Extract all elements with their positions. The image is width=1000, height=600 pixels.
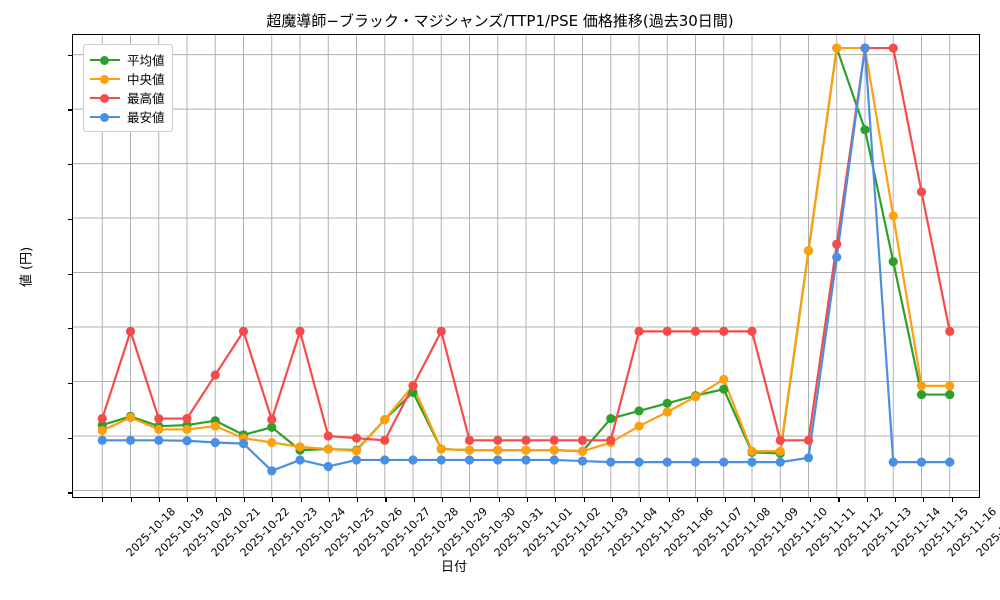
x-axis-tick-mark xyxy=(527,497,529,502)
legend-item: 平均値 xyxy=(90,50,165,69)
y-axis-tick-mark xyxy=(68,273,73,275)
legend-label-max: 最高値 xyxy=(127,91,165,106)
legend-label-mean: 平均値 xyxy=(127,53,165,68)
x-axis-tick-mark xyxy=(158,497,161,502)
x-axis-tick-mark xyxy=(413,497,415,502)
x-axis-tick-mark xyxy=(102,497,104,502)
x-axis-tick-mark xyxy=(215,497,217,502)
y-axis-tick-mark xyxy=(68,218,73,220)
x-axis-tick-mark xyxy=(781,497,783,502)
y-axis-tick-mark xyxy=(68,328,73,330)
x-axis-tick-mark xyxy=(810,497,812,502)
x-axis-tick-mark xyxy=(385,497,387,502)
x-axis-tick-mark xyxy=(725,497,727,502)
y-axis-tick-mark xyxy=(68,109,73,111)
x-axis-tick-mark xyxy=(696,497,698,502)
legend-swatch-min xyxy=(90,111,120,123)
x-axis-tick-mark xyxy=(555,497,557,502)
legend-swatch-median xyxy=(90,73,120,85)
x-axis-tick-mark xyxy=(498,497,500,502)
x-axis-tick-mark xyxy=(611,497,614,502)
y-axis-tick-mark xyxy=(68,383,73,385)
legend-item: 最高値 xyxy=(90,88,165,107)
legend-swatch-max xyxy=(90,92,120,104)
legend-swatch-mean xyxy=(90,54,120,66)
y-axis-tick-mark xyxy=(68,164,73,166)
chart-legend: 平均値 中央値 最高値 最安値 xyxy=(83,44,173,132)
x-axis-tick-mark xyxy=(187,497,189,502)
plot-area: 値 (円) 平均値 中央値 最高値 最安値 125015001750200022… xyxy=(20,34,980,502)
chart-title: 超魔導師−ブラック・マジシャンズ/TTP1/PSE 価格推移(過去30日間) xyxy=(266,12,734,30)
x-axis-tick-mark xyxy=(583,497,585,502)
x-axis-tick-mark xyxy=(640,497,642,502)
x-axis-tick-mark xyxy=(951,497,953,502)
x-axis-tick-mark xyxy=(243,497,245,502)
x-axis-tick-mark xyxy=(442,497,444,502)
x-axis-tick-mark xyxy=(895,497,897,502)
y-axis-tick-mark xyxy=(68,437,73,439)
x-axis-tick-mark xyxy=(300,497,302,502)
legend-item: 中央値 xyxy=(90,69,165,88)
x-axis-tick-mark xyxy=(328,497,330,502)
y-axis-label: 値 (円) xyxy=(19,246,35,288)
x-axis-tick-mark xyxy=(668,497,670,502)
y-axis-tick-mark xyxy=(68,54,73,56)
x-axis-tick-mark xyxy=(470,497,472,502)
y-axis-tick-mark xyxy=(68,492,73,494)
x-axis-tick-mark xyxy=(357,497,359,502)
x-axis-tick-mark xyxy=(130,497,132,502)
x-axis-tick-mark xyxy=(753,497,755,502)
chart-canvas xyxy=(73,35,979,497)
x-axis-label: 日付 xyxy=(440,560,468,575)
x-axis-tick-mark xyxy=(866,497,868,502)
legend-label-median: 中央値 xyxy=(127,72,165,87)
x-axis-tick-mark xyxy=(272,497,274,502)
legend-item: 最安値 xyxy=(90,107,165,126)
x-axis-tick-mark xyxy=(923,497,925,502)
x-axis-tick-mark xyxy=(838,497,840,502)
legend-label-min: 最安値 xyxy=(127,110,165,125)
